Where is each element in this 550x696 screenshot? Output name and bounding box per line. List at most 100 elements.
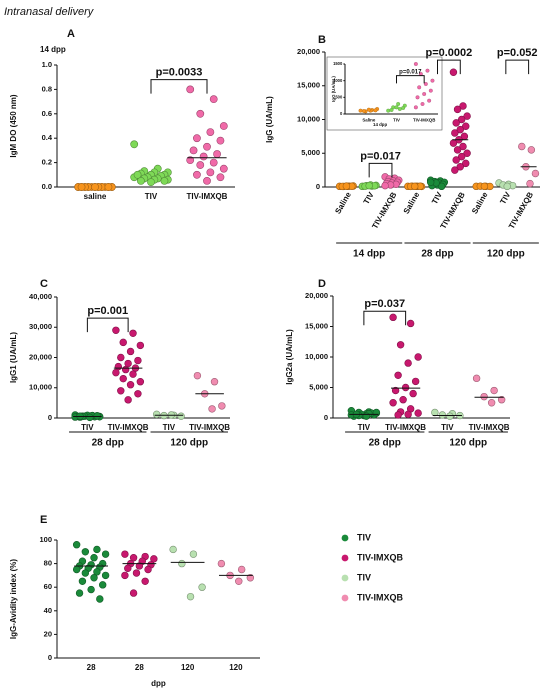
data-point [446,412,454,420]
data-point [126,381,135,389]
y-axis-label: IgG (UA/mL) [265,96,274,143]
data-point [99,581,107,589]
legend-marker [341,554,349,562]
data-point [452,156,460,164]
data-point [394,105,399,110]
data-point [503,182,511,191]
data-point [101,571,110,580]
data-point [527,146,536,154]
data-point [430,78,435,83]
y-tick-label: 1500 [333,61,343,66]
data-point [93,412,101,420]
data-point [463,149,471,157]
data-point [150,555,158,563]
y-tick-label: 1000 [333,78,343,83]
y-tick-label: 20,000 [297,47,320,56]
data-point [126,347,135,356]
data-point [129,329,137,337]
p-value: p=0.037 [364,298,405,310]
y-tick-label: 5,000 [301,148,320,157]
data-point [206,128,215,136]
data-point [129,589,138,597]
data-point [199,152,208,161]
data-point [169,545,177,554]
data-point [531,169,540,178]
data-point [213,150,221,158]
data-point [136,341,145,350]
y-tick-label: 20,000 [305,291,328,300]
group-label: 120 dpp [487,249,525,260]
data-point [413,62,418,66]
data-point [134,356,142,365]
data-point [381,181,389,190]
data-point [91,183,99,191]
x-tick-label: Saline [470,190,490,215]
data-point [413,105,418,110]
data-point [526,179,534,188]
x-axis-label: dpp [151,679,166,688]
x-tick-label: Saline [333,190,353,215]
group-label: 28 dpp [369,438,401,449]
y-tick-label: 30,000 [29,322,52,331]
y-axis-label: IgG2a (UA/mL) [285,329,294,385]
data-point [497,396,506,404]
y-tick-label: 10,000 [29,383,52,392]
group-label: 28 dpp [92,438,124,449]
data-point [96,595,104,603]
data-point [449,68,458,76]
data-point [135,562,144,570]
data-point [463,112,471,120]
data-point [456,163,464,171]
legend-marker [341,574,349,582]
data-point [186,156,195,165]
data-point [401,383,410,392]
p-value: p=0.0002 [425,47,472,59]
data-point [414,353,422,361]
data-point [218,402,226,410]
data-point [216,136,225,145]
p-value: p=0.001 [87,305,128,317]
data-point [112,326,120,334]
data-point [428,88,433,93]
x-tick-label: TIV [145,192,158,201]
data-point [193,371,202,380]
figure-title: Intranasal delivery [4,6,95,18]
group-label: 14 dpp [353,249,385,260]
p-value: p=0.017 [360,150,401,162]
significance-bracket [396,75,425,84]
data-point [121,365,130,374]
data-point [177,412,185,420]
y-tick-label: 0.8 [42,84,52,93]
data-point [397,107,402,111]
x-tick-label: Saline [362,118,375,123]
data-point [235,577,243,585]
data-point [119,338,127,347]
data-point [196,109,205,118]
data-point [130,140,139,149]
data-point [136,378,145,386]
y-tick-label: 15,000 [305,321,328,330]
significance-bracket [437,59,461,75]
y-axis-label: IgG1 (UA/mL) [9,332,18,383]
data-point [452,119,460,127]
data-point [389,313,397,322]
data-point [415,95,420,100]
data-point [459,102,467,110]
data-point [186,592,195,601]
y-tick-label: 0.4 [42,133,53,142]
data-point [101,550,110,558]
data-point [178,559,186,568]
legend-marker [341,594,349,602]
x-tick-label: TIV [430,190,444,206]
group-label: 28 dpp [421,249,453,260]
data-point [72,565,81,574]
data-point [457,115,466,124]
y-tick-label: 0 [48,413,52,422]
data-point [246,574,255,582]
data-point [449,139,458,147]
data-point [423,82,428,86]
data-point [147,178,155,187]
significance-bracket [368,162,393,178]
panel-letter: A [67,28,75,40]
